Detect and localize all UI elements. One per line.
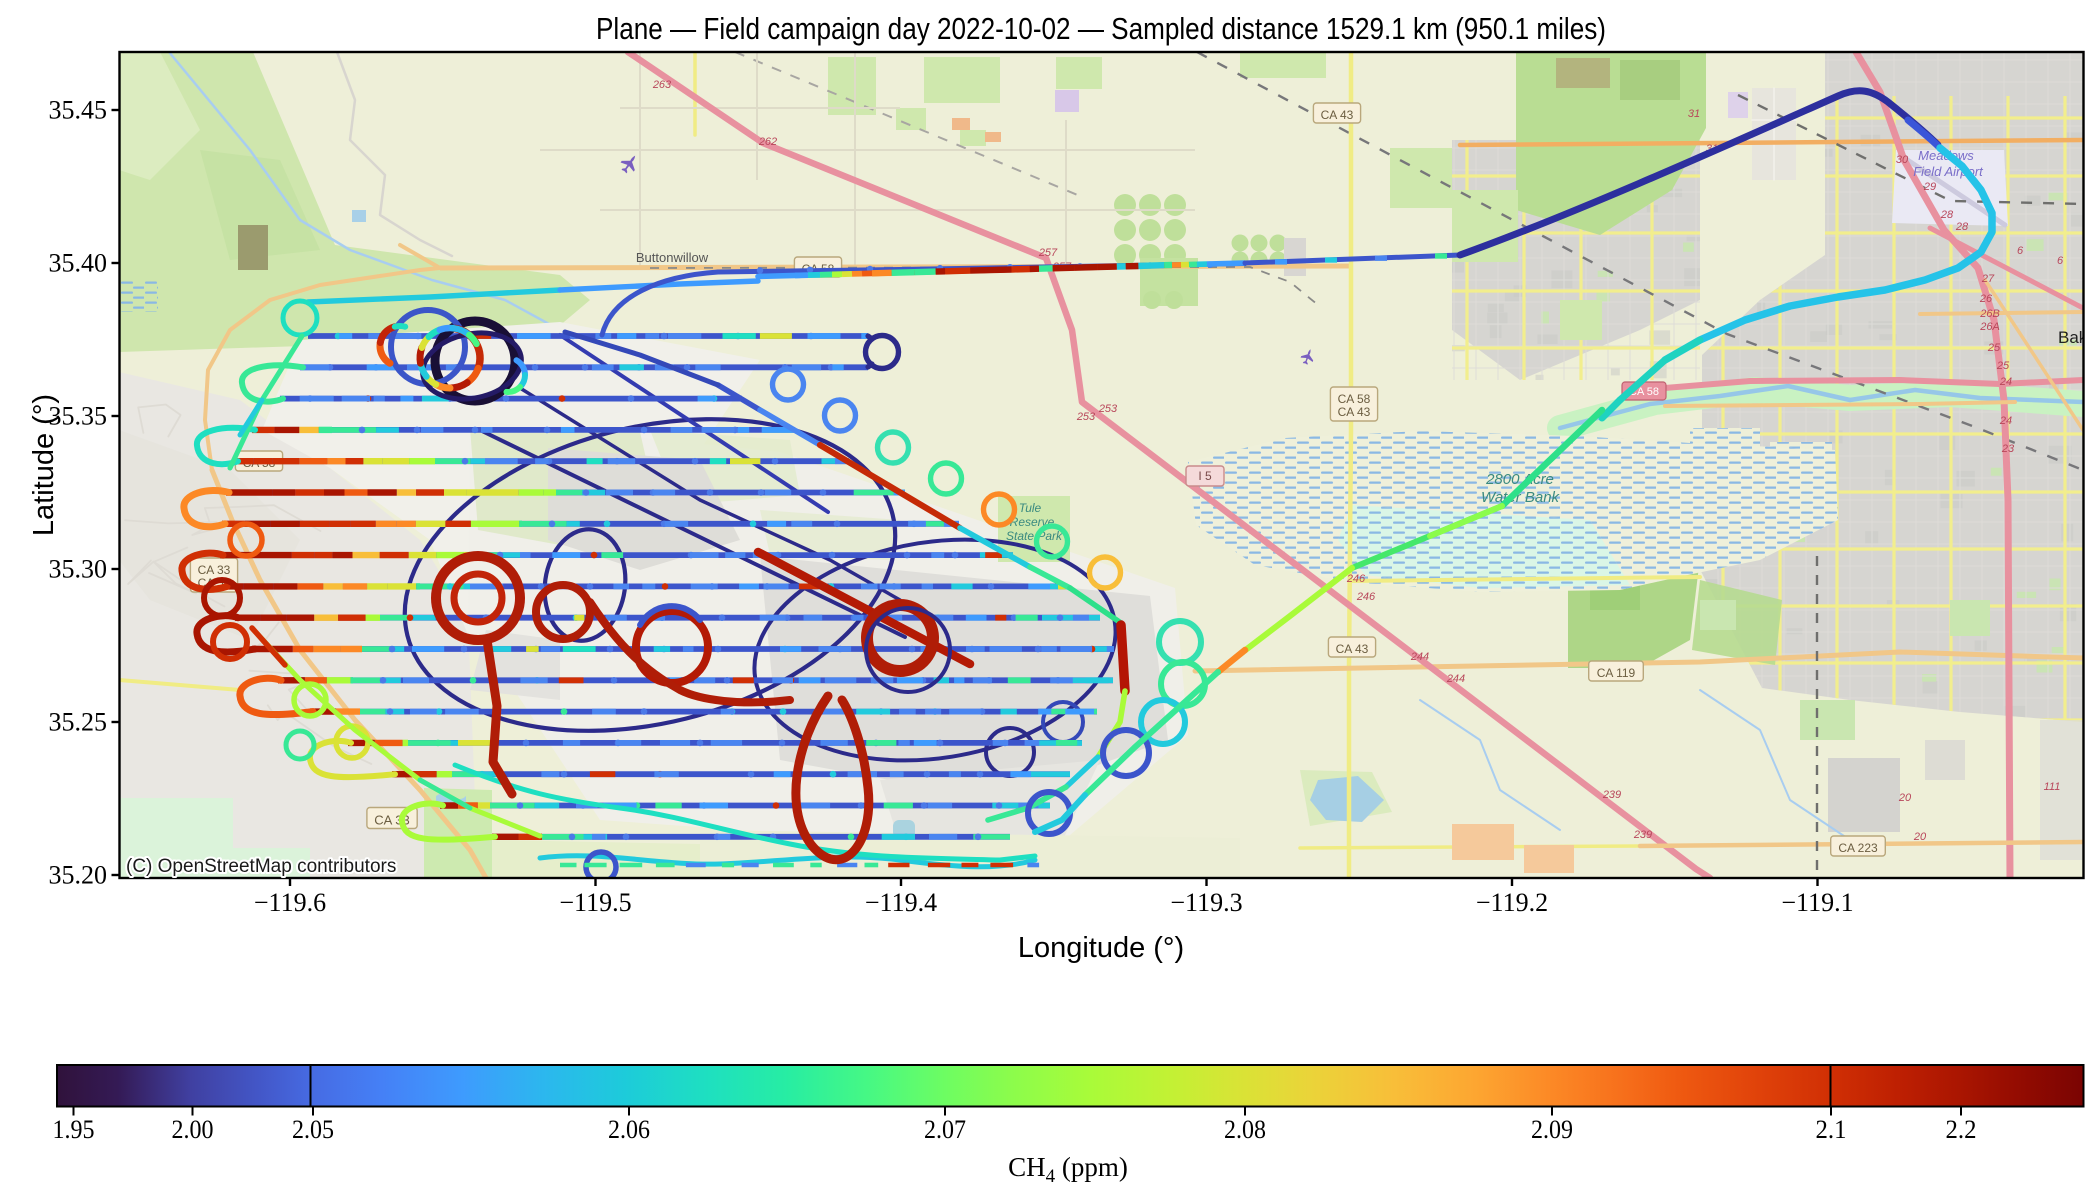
svg-text:239: 239 — [1602, 789, 1621, 801]
svg-text:35.20: 35.20 — [49, 861, 108, 890]
svg-text:35.25: 35.25 — [49, 708, 108, 737]
svg-text:State Park: State Park — [1006, 529, 1063, 543]
svg-text:246: 246 — [1356, 591, 1376, 603]
svg-text:24: 24 — [1999, 376, 2012, 388]
svg-text:CH4 (ppm): CH4 (ppm) — [1008, 1152, 1128, 1187]
svg-text:2.00: 2.00 — [172, 1115, 214, 1144]
svg-text:31: 31 — [1688, 108, 1700, 120]
svg-text:25: 25 — [1996, 360, 2010, 372]
svg-text:1.95: 1.95 — [53, 1115, 95, 1144]
svg-text:30: 30 — [1896, 154, 1909, 166]
svg-text:6: 6 — [2017, 245, 2024, 257]
svg-text:20: 20 — [1913, 831, 1927, 843]
svg-text:111: 111 — [2044, 781, 2061, 793]
svg-text:(C) OpenStreetMap contributors: (C) OpenStreetMap contributors — [126, 856, 396, 877]
svg-text:Tule: Tule — [1019, 501, 1042, 515]
svg-text:26B: 26B — [1979, 308, 2000, 320]
svg-text:239: 239 — [1633, 829, 1652, 841]
svg-text:CA 43: CA 43 — [1321, 108, 1354, 122]
svg-text:CA 223: CA 223 — [1838, 841, 1878, 855]
svg-text:35.45: 35.45 — [49, 96, 108, 125]
svg-text:2.06: 2.06 — [608, 1115, 650, 1144]
svg-text:25: 25 — [1987, 342, 2001, 354]
svg-text:−119.4: −119.4 — [865, 888, 937, 917]
svg-text:20: 20 — [1898, 792, 1912, 804]
svg-text:35.40: 35.40 — [49, 249, 108, 278]
svg-text:2.07: 2.07 — [924, 1115, 966, 1144]
svg-text:Water Bank: Water Bank — [1481, 489, 1561, 506]
svg-text:35.35: 35.35 — [49, 402, 108, 431]
svg-text:Bakersf: Bakersf — [2058, 328, 2100, 347]
svg-text:27: 27 — [1981, 273, 1995, 285]
svg-text:26: 26 — [1979, 293, 1993, 305]
svg-text:28: 28 — [1955, 221, 1969, 233]
svg-text:CA 43: CA 43 — [1338, 405, 1371, 419]
svg-text:262: 262 — [758, 136, 777, 148]
svg-text:Latitude (°): Latitude (°) — [28, 394, 60, 536]
svg-text:Buttonwillow: Buttonwillow — [636, 250, 709, 265]
svg-text:2.2: 2.2 — [1946, 1115, 1977, 1144]
svg-text:24: 24 — [1999, 415, 2012, 427]
svg-text:26A: 26A — [1979, 321, 2000, 333]
svg-text:CA 33: CA 33 — [198, 563, 231, 577]
svg-text:29: 29 — [1923, 181, 1936, 193]
svg-text:253: 253 — [1076, 411, 1096, 423]
svg-text:2.1: 2.1 — [1816, 1115, 1847, 1144]
svg-text:−119.1: −119.1 — [1781, 888, 1853, 917]
svg-text:257: 257 — [1038, 247, 1058, 259]
svg-text:28: 28 — [1940, 209, 1954, 221]
svg-text:Longitude (°): Longitude (°) — [1018, 932, 1184, 964]
svg-text:253: 253 — [1098, 403, 1118, 415]
svg-text:2.08: 2.08 — [1224, 1115, 1266, 1144]
svg-text:−119.2: −119.2 — [1476, 888, 1548, 917]
svg-text:Plane — Field campaign day 202: Plane — Field campaign day 2022-10-02 — … — [596, 11, 1606, 46]
svg-text:CA 43: CA 43 — [1336, 642, 1369, 656]
svg-text:2.05: 2.05 — [292, 1115, 334, 1144]
svg-text:244: 244 — [1446, 673, 1465, 685]
svg-text:−119.6: −119.6 — [254, 888, 326, 917]
svg-text:CA 58: CA 58 — [1338, 392, 1371, 406]
svg-text:−119.5: −119.5 — [559, 888, 631, 917]
svg-text:35.30: 35.30 — [49, 555, 108, 584]
svg-text:CA 119: CA 119 — [1597, 666, 1636, 680]
svg-text:I 5: I 5 — [1198, 469, 1212, 483]
svg-text:244: 244 — [1410, 651, 1429, 663]
svg-text:246: 246 — [1346, 573, 1366, 585]
svg-text:−119.3: −119.3 — [1170, 888, 1242, 917]
svg-text:6: 6 — [2057, 255, 2064, 267]
svg-text:263: 263 — [652, 79, 672, 91]
svg-text:23: 23 — [2001, 443, 2015, 455]
svg-text:2.09: 2.09 — [1531, 1115, 1573, 1144]
